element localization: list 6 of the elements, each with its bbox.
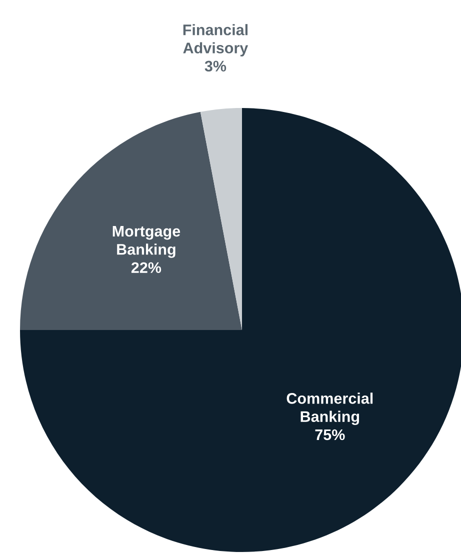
slice-label: Financial Advisory (183, 24, 248, 56)
data-label: 3% (204, 60, 226, 72)
data-label: 75% (315, 429, 345, 440)
slice-label: Mortgage Banking (112, 226, 180, 258)
data-label: 22% (131, 262, 162, 273)
slice-label: Commercial Banking (286, 392, 373, 426)
